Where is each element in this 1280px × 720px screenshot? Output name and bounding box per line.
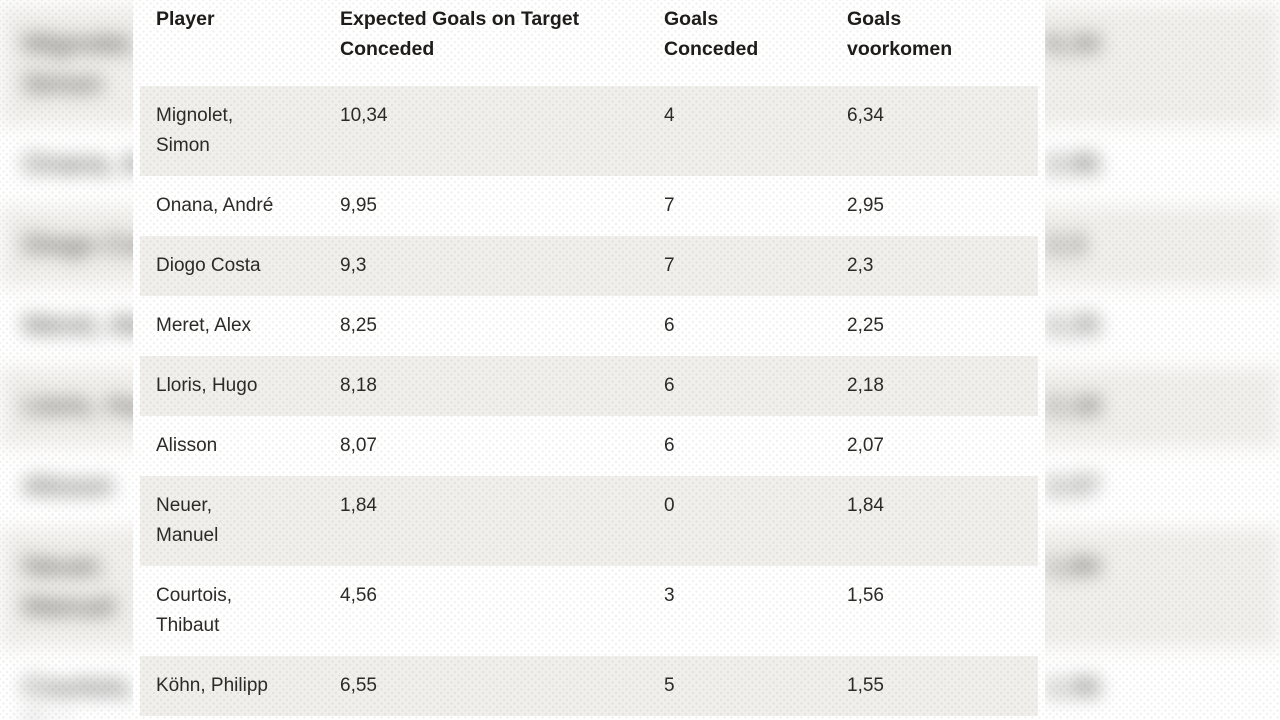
cell-xgot_conceded: 8,07 (340, 435, 377, 456)
cell-xgot_conceded: 8,18 (324, 356, 648, 416)
table-row: Courtois, Thibaut 4,56 3 1,56 (140, 566, 1038, 656)
table-row: Neuer, Manuel 1,84 0 1,84 (140, 476, 1038, 566)
cell-goals_prevented: 2,95 (847, 195, 884, 216)
table-row: Meret, Alex 8,25 6 2,25 (140, 296, 1038, 356)
table-row: Köhn, Philipp 6,55 5 1,55 (140, 656, 1038, 716)
table-row: Onana, André 9,95 7 2,95 (140, 176, 1038, 236)
cell-goals_prevented: 2,3 (831, 236, 1038, 296)
table-header-row: Player Expected Goals on Target Conceded Go… (140, 0, 1038, 86)
cell-goals_conceded: 0 (648, 476, 831, 566)
cell-goals_conceded: 7 (664, 195, 675, 216)
cell-goals_conceded: 7 (648, 236, 831, 296)
column-header-goals_prevented: Goals voorkomen (847, 8, 953, 60)
cell-goals_prevented: 2,25 (847, 315, 884, 336)
cell-player: Alisson (156, 435, 218, 456)
cell-player: Courtois, Thibaut (156, 585, 233, 636)
cell-goals_prevented: 2,07 (847, 435, 884, 456)
stats-table-panel: Player Expected Goals on Target Conceded Go… (133, 0, 1045, 720)
cell-goals_conceded: 6 (664, 315, 675, 336)
cell-goals_conceded: 5 (648, 656, 831, 716)
cell-xgot_conceded: 1,84 (324, 476, 648, 566)
table-row: Mignolet, Simon 10,34 4 6,34 (140, 86, 1038, 176)
table-row: Diogo Costa 9,3 7 2,3 (140, 236, 1038, 296)
cell-goals_conceded: 6 (648, 356, 831, 416)
column-header-player: Player (156, 8, 215, 30)
cell-goals_prevented: 1,55 (831, 656, 1038, 716)
cell-goals_conceded: 4 (648, 86, 831, 176)
cell-player: Neuer, Manuel (140, 476, 324, 566)
cell-player: Mignolet, Simon (140, 86, 324, 176)
cell-goals_conceded: 6 (664, 435, 675, 456)
cell-player: Onana, André (156, 195, 274, 216)
cell-goals_prevented: 6,34 (831, 86, 1038, 176)
cell-goals_prevented: 1,56 (847, 585, 884, 606)
table-row: Lloris, Hugo 8,18 6 2,18 (140, 356, 1038, 416)
cell-goals_prevented: 2,18 (831, 356, 1038, 416)
cell-xgot_conceded: 9,3 (324, 236, 648, 296)
cell-goals_conceded: 3 (664, 585, 675, 606)
cell-player: Köhn, Philipp (140, 656, 324, 716)
cell-player: Diogo Costa (140, 236, 324, 296)
table-row: Alisson 8,07 6 2,07 (140, 416, 1038, 476)
goalkeeper-stats-table: Player Expected Goals on Target Conceded Go… (140, 0, 1038, 716)
cell-goals_prevented: 1,84 (831, 476, 1038, 566)
cell-xgot_conceded: 9,95 (340, 195, 377, 216)
cell-player: Meret, Alex (156, 315, 252, 336)
column-header-goals_conceded: Goals Conceded (664, 8, 759, 60)
cell-xgot_conceded: 4,56 (340, 585, 377, 606)
cell-xgot_conceded: 8,25 (340, 315, 377, 336)
cell-xgot_conceded: 6,55 (324, 656, 648, 716)
cell-xgot_conceded: 10,34 (324, 86, 648, 176)
cell-player: Lloris, Hugo (140, 356, 324, 416)
column-header-xgot_conceded: Expected Goals on Target Conceded (340, 8, 580, 60)
